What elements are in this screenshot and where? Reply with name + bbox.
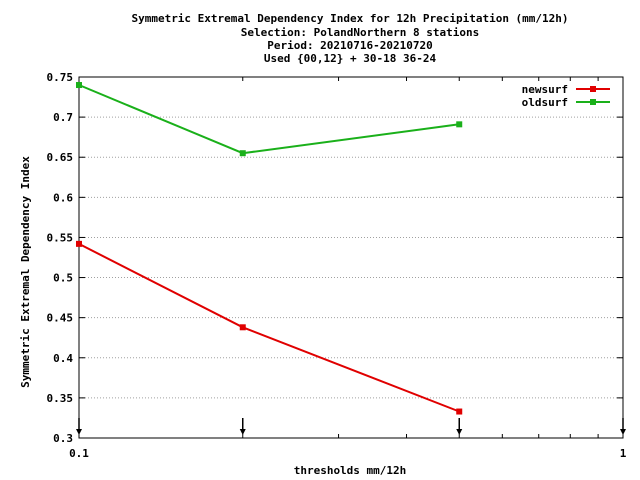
series-line-newsurf [78,243,460,413]
legend-marker-oldsurf [590,99,596,105]
y-tick-label: 0.5 [53,272,73,285]
y-tick-label: 0.4 [53,352,73,365]
y-tick-label: 0.7 [53,111,73,124]
y-tick-label: 0.55 [47,231,74,244]
threshold-marker-arrow [620,429,626,435]
x-tick-label: 1 [620,447,627,460]
title-line-4: Used {00,12} + 30-18 36-24 [264,52,437,65]
data-point-oldsurf [456,121,463,128]
y-tick-label: 0.6 [53,191,73,204]
data-point-newsurf [456,408,463,415]
threshold-marker-arrow [456,429,463,435]
threshold-markers [76,418,626,435]
y-tick-label: 0.35 [47,392,74,405]
threshold-marker-arrow [239,429,246,435]
series-layer [76,82,463,415]
y-tick-label: 0.75 [47,71,74,84]
data-point-oldsurf [76,82,82,89]
legend-marker-newsurf [590,86,596,92]
y-axis-label: Symmetric Extremal Dependency Index [19,156,32,388]
legend-label-newsurf: newsurf [522,83,568,96]
data-point-newsurf [76,240,82,247]
y-tick-label: 0.3 [53,432,73,445]
x-axis-label: thresholds mm/12h [294,464,407,477]
y-axis: 0.3 0.35 0.4 0.45 0.5 0.55 0.6 0.65 0.7 0.75 [47,71,623,445]
title-line-2: Selection: PolandNorthern 8 stations [241,26,479,39]
x-axis: 0.1 1 [69,77,627,460]
threshold-marker-arrow [76,429,82,435]
legend-label-oldsurf: oldsurf [522,96,568,109]
y-tick-label: 0.45 [47,312,74,325]
data-point-newsurf [239,324,246,331]
plot-frame [78,76,624,439]
grid [79,116,623,399]
y-tick-label: 0.65 [47,151,74,164]
title-line-3: Period: 20210716-20210720 [267,39,433,52]
x-tick-label: 0.1 [69,447,89,460]
x-minor-ticks [242,77,599,438]
series-line-oldsurf [78,84,460,155]
title-line-1: Symmetric Extremal Dependency Index for … [131,12,568,25]
data-point-oldsurf [239,150,246,157]
chart-title: Symmetric Extremal Dependency Index for … [131,12,568,65]
